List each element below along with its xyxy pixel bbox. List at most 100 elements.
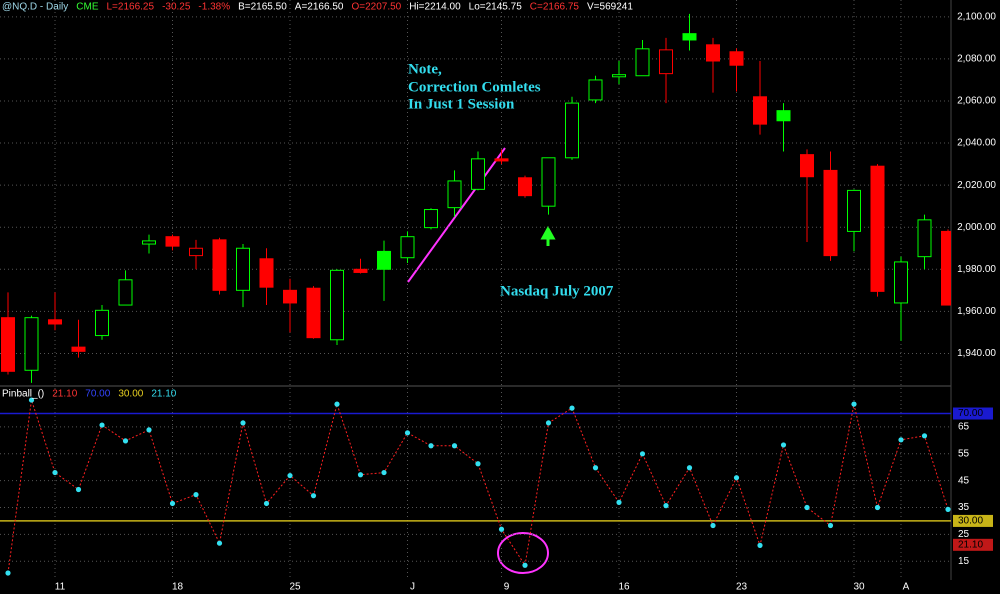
header-item: L=2166.25 [107,2,155,13]
header-item: O=2207.50 [351,2,401,13]
indicator-point [592,465,599,471]
header-item: 21.10 [52,389,77,400]
candle-body [259,258,274,288]
y-tick-label: 45 [958,475,970,486]
y-tick-label: 1,960.00 [957,306,996,317]
indicator-point [686,465,693,471]
annotation: Nasdaq July 2007 [500,283,614,299]
candle-body [189,247,203,257]
candle-body [71,346,86,352]
candle-body [847,189,861,232]
candle-body [142,240,156,245]
candle-body [353,268,368,273]
indicator-point [569,405,575,411]
y-tick-label: 2,060.00 [957,96,996,107]
candle-body [518,177,532,197]
y-tick-label: 25 [958,529,970,540]
candle-body [471,158,485,190]
x-tick-label: 18 [172,582,184,593]
indicator-point [545,420,552,426]
candle-body [588,79,603,101]
y-tick-label: 35 [958,502,970,513]
x-tick-label: 11 [55,582,66,593]
candle-body [941,230,951,306]
y-tick-label: 2,040.00 [957,138,996,149]
indicator-point [827,522,834,529]
indicator-point [616,499,622,505]
y-tick-label: 2,000.00 [957,222,996,233]
indicator-point [310,493,317,499]
candle-body [48,319,62,325]
indicator-point [733,475,740,481]
indicator-point [522,562,528,568]
y-tick-label: 1,940.00 [957,348,996,359]
level-box [953,514,993,527]
arrow [540,225,556,246]
indicator-point [428,443,434,449]
x-tick-label: 9 [504,582,510,593]
indicator-point [945,506,951,512]
header-item: Hi=2214.00 [409,2,461,13]
indicator-point [5,570,11,576]
indicator-point [122,438,129,444]
candle-body [729,51,744,66]
candle-body [917,219,932,258]
candle-body [283,289,297,304]
indicator-point [757,542,763,548]
y-tick-label: 55 [958,448,970,459]
indicator-point [334,401,340,407]
header-item: V=569241 [587,2,633,13]
indicator-point [804,504,810,511]
indicator-point [451,443,458,449]
header-item: 70.00 [85,389,110,400]
level-label: 70.00 [958,408,983,419]
candle-body [870,165,885,292]
header-item: A=2166.50 [295,2,344,13]
header-item: B=2165.50 [238,2,287,13]
indicator-point [240,420,246,426]
indicator-point [52,469,58,476]
indicator-point [75,486,82,493]
indicator-point [146,427,152,433]
candle-body [330,269,344,341]
x-tick-label: 25 [289,582,301,593]
value-box [953,538,993,551]
y-tick-label: 2,100.00 [957,11,996,22]
candle-body [565,102,579,159]
x-tick-label: 16 [618,582,630,593]
candle-body [95,309,109,337]
indicator-point [193,492,199,498]
header-item: -30.25 [162,2,191,13]
indicator-point [357,472,364,478]
annotation: Correction Comletes [408,79,541,95]
indicator-point [381,469,387,476]
candle-body [306,287,321,339]
x-tick-label: 30 [853,582,865,593]
candle-body [776,110,791,122]
candle-body [800,154,814,178]
candle-body [894,261,908,304]
indicator-point [216,540,223,546]
header-item: C=2166.75 [530,2,580,13]
plot-area [0,0,951,580]
y-tick-label: 1,980.00 [957,264,996,275]
value-label: 21.10 [958,539,983,550]
candle-body [682,33,697,41]
candle-body [377,250,391,270]
indicator-point [710,522,716,529]
highlight-circle [497,532,549,574]
indicator-point [663,503,669,509]
indicator-point [287,472,293,479]
indicator-point [263,500,270,507]
indicator-point [498,526,505,532]
header-item: Lo=2145.75 [469,2,523,13]
header-item: -1.38% [198,2,230,13]
header-item: @NQ.D - Daily [2,2,68,13]
y-tick-label: 2,080.00 [957,54,996,65]
indicator-point [169,500,176,507]
header-item: CME [76,2,99,13]
candle-body [541,157,556,207]
indicator-point [404,430,411,436]
